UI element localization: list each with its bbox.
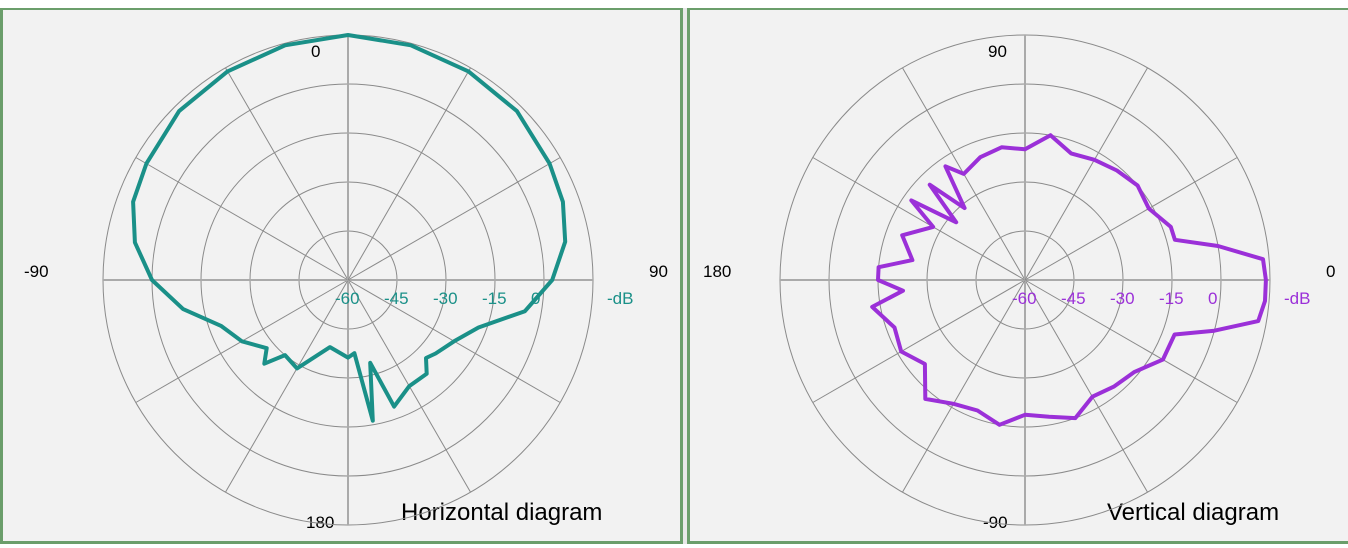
horizontal-radial-unit-label: -dB [607,289,633,308]
vertical-grid-spoke [1024,67,1148,281]
horizontal-diagram-title: Horizontal diagram [401,499,602,526]
horizontal-grid-spoke [347,157,561,281]
vertical-angle-left-label: 180 [703,262,731,281]
vertical-grid-spoke [812,157,1026,281]
horizontal-angle-top-label: 0 [311,42,320,61]
horizontal-radial-tick-label: -45 [384,289,409,308]
panel-splitter[interactable] [683,8,687,544]
vertical-angle-top-label: 90 [988,42,1007,61]
horizontal-grid-spoke [225,67,349,281]
horizontal-radial-tick-label: 0 [531,289,540,308]
horizontal-angle-left-label: -90 [24,262,49,281]
horizontal-radial-tick-label: -60 [335,289,360,308]
vertical-radial-tick-label: 0 [1208,289,1217,308]
horizontal-radial-tick-label: -30 [433,289,458,308]
vertical-radial-unit-label: -dB [1284,289,1310,308]
vertical-grid-spoke [902,279,1026,493]
horizontal-angle-right-label: 90 [649,262,668,281]
horizontal-radial-tick-label: -15 [482,289,507,308]
vertical-grid-spoke [1024,279,1238,403]
horizontal-grid-spoke [347,67,471,281]
vertical-radial-tick-label: -30 [1110,289,1135,308]
vertical-grid-spoke [1024,279,1148,493]
vertical-radial-tick-label: -45 [1061,289,1086,308]
horizontal-angle-bottom-label: 180 [306,513,334,532]
vertical-grid-spoke [812,279,1026,403]
vertical-angle-right-label: 0 [1326,262,1335,281]
vertical-grid-spoke [1024,157,1238,281]
horizontal-polar-plot: -60 -45 -30 -15 0 -dB [102,33,633,526]
horizontal-pattern-curve [131,33,568,423]
horizontal-grid-spoke [225,279,349,493]
vertical-diagram-title: Vertical diagram [1107,499,1279,526]
vertical-radial-tick-label: -60 [1012,289,1037,308]
vertical-radial-tick-label: -15 [1159,289,1184,308]
vertical-polar-plot: -60 -45 -30 -15 0 -dB [779,34,1310,526]
vertical-pattern-curve [870,133,1268,427]
vertical-angle-bottom-label: -90 [983,513,1008,532]
horizontal-grid-spoke [135,157,349,281]
